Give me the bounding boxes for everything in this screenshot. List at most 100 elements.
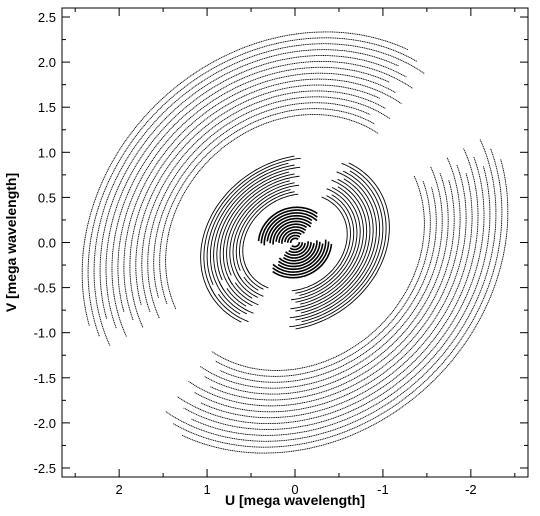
uv-track-0-2-1 bbox=[219, 187, 437, 383]
uv-track-1-8-2 bbox=[226, 288, 247, 307]
uv-track-1-13-1 bbox=[295, 162, 390, 330]
uv-track-0-14-0 bbox=[81, 31, 409, 326]
uv-track-2-11-0 bbox=[257, 206, 318, 242]
uv-track-2-0-0 bbox=[289, 237, 299, 244]
uv-track-0-8-0 bbox=[117, 66, 390, 312]
uv-track-1-10-0 bbox=[209, 164, 295, 289]
uv-track-0-14-1 bbox=[181, 159, 509, 454]
uv-track-2-7-1 bbox=[278, 241, 321, 268]
uv-track-1-2-2 bbox=[243, 276, 259, 291]
y-tick-label: 2.5 bbox=[38, 10, 56, 25]
uv-track-1-5-1 bbox=[300, 186, 364, 305]
x-tick-label: 1 bbox=[203, 482, 210, 497]
uv-track-1-10-2 bbox=[218, 287, 248, 315]
uv-track-1-1-2 bbox=[244, 271, 264, 290]
uv-track-0-12-0 bbox=[93, 43, 425, 346]
y-tick-label: 0.5 bbox=[38, 190, 56, 205]
uv-track-1-8-1 bbox=[300, 178, 374, 314]
uv-track-0-0-0 bbox=[165, 114, 379, 310]
y-tick-label: -1.0 bbox=[34, 326, 56, 341]
uv-track-2-8-0 bbox=[266, 214, 313, 242]
uv-track-0-4-1 bbox=[204, 172, 449, 395]
uv-track-1-6-1 bbox=[290, 179, 368, 310]
uv-track-0-11-0 bbox=[99, 49, 399, 319]
y-tick-label: -0.5 bbox=[34, 281, 56, 296]
uv-track-1-4-2 bbox=[235, 277, 259, 298]
uv-track-0-0-1 bbox=[211, 175, 425, 371]
uv-track-0-6-1 bbox=[188, 157, 461, 407]
uv-track-1-2-1 bbox=[299, 194, 355, 296]
uv-track-1-3-0 bbox=[232, 184, 300, 280]
x-tick-label: -1 bbox=[377, 482, 389, 497]
uv-track-2-4-1 bbox=[283, 241, 312, 259]
uv-track-2-3-1 bbox=[285, 241, 309, 257]
uv-track-1-3-1 bbox=[290, 188, 358, 301]
y-axis-label: V [mega wavelength] bbox=[3, 173, 19, 312]
uv-track-1-4-0 bbox=[229, 182, 295, 278]
y-tick-label: 1.5 bbox=[38, 100, 56, 115]
uv-track-0-10-1 bbox=[183, 156, 485, 430]
uv-track-2-5-0 bbox=[275, 223, 307, 242]
uv-track-1-6-0 bbox=[222, 175, 300, 285]
uv-track-1-12-2 bbox=[209, 286, 249, 323]
uv-track-1-1-0 bbox=[239, 191, 295, 273]
uv-track-1-9-2 bbox=[218, 281, 254, 314]
uv-track-0-9-0 bbox=[111, 60, 414, 337]
uv-track-2-0-1 bbox=[291, 241, 301, 248]
uv-track-2-2-1 bbox=[288, 242, 306, 254]
uv-track-0-1-0 bbox=[159, 108, 375, 304]
uv-track-1-7-1 bbox=[295, 178, 371, 312]
y-tick-label: 2.0 bbox=[38, 55, 56, 70]
uv-track-0-5-1 bbox=[210, 180, 455, 401]
uv-track-1-9-0 bbox=[213, 166, 301, 291]
uv-track-0-2-0 bbox=[153, 102, 371, 298]
uv-track-2-11-1 bbox=[272, 243, 333, 279]
uv-track-2-8-1 bbox=[277, 243, 324, 271]
y-tick-label: -2.5 bbox=[34, 461, 56, 476]
uv-track-2-5-1 bbox=[283, 243, 315, 262]
uv-track-2-9-1 bbox=[272, 239, 327, 273]
uv-track-1-5-0 bbox=[226, 180, 290, 276]
uv-track-1-0-2 bbox=[245, 267, 269, 289]
uv-track-0-9-1 bbox=[176, 148, 479, 425]
x-tick-label: -2 bbox=[465, 482, 477, 497]
uv-track-1-11-0 bbox=[206, 162, 289, 285]
uv-track-0-6-0 bbox=[129, 78, 402, 328]
uv-track-2-7-0 bbox=[269, 217, 312, 244]
uv-track-0-3-1 bbox=[199, 166, 443, 389]
uv-track-2-1-0 bbox=[286, 234, 301, 243]
uv-track-1-3-2 bbox=[236, 272, 264, 297]
x-tick-label: 0 bbox=[291, 482, 298, 497]
uv-track-1-9-1 bbox=[289, 171, 377, 319]
uv-track-0-10-0 bbox=[105, 55, 407, 329]
y-tick-label: -2.0 bbox=[34, 416, 56, 431]
uv-track-0-3-0 bbox=[147, 96, 391, 319]
uv-track-0-1-1 bbox=[215, 181, 431, 377]
uv-track-1-7-0 bbox=[219, 173, 295, 283]
uv-track-2-10-1 bbox=[272, 241, 330, 276]
uv-track-0-4-0 bbox=[141, 90, 386, 313]
axis-ticks: 2 1 0 -1 -2 -2.5 -2.0 -1.5 -1.0 -0.5 0.0 0.5 1.0 1.5 2… bbox=[34, 8, 528, 497]
uv-track-2-6-0 bbox=[272, 220, 312, 245]
uv-track-1-8-0 bbox=[216, 171, 290, 281]
x-axis-label: U [mega wavelength] bbox=[225, 492, 365, 508]
uv-track-1-7-2 bbox=[226, 282, 253, 307]
uv-track-0-8-1 bbox=[200, 173, 473, 419]
uv-track-layer bbox=[81, 31, 509, 454]
uv-track-1-0-0 bbox=[242, 193, 299, 274]
uv-track-0-12-1 bbox=[165, 139, 497, 442]
uv-track-1-6-2 bbox=[227, 276, 259, 306]
uv-track-0-5-0 bbox=[135, 84, 380, 305]
uv-track-1-12-1 bbox=[289, 162, 387, 328]
uv-track-2-2-0 bbox=[284, 231, 302, 243]
uv-track-2-1-1 bbox=[289, 242, 304, 251]
uv-track-0-11-1 bbox=[191, 166, 491, 436]
uv-track-2-9-0 bbox=[263, 212, 318, 246]
uv-track-1-11-1 bbox=[301, 170, 384, 323]
uv-track-2-3-0 bbox=[281, 228, 305, 244]
uv-track-0-13-0 bbox=[87, 37, 418, 337]
y-tick-label: -1.5 bbox=[34, 371, 56, 386]
uv-track-1-12-0 bbox=[203, 157, 301, 297]
uv-track-1-5-2 bbox=[234, 282, 253, 299]
